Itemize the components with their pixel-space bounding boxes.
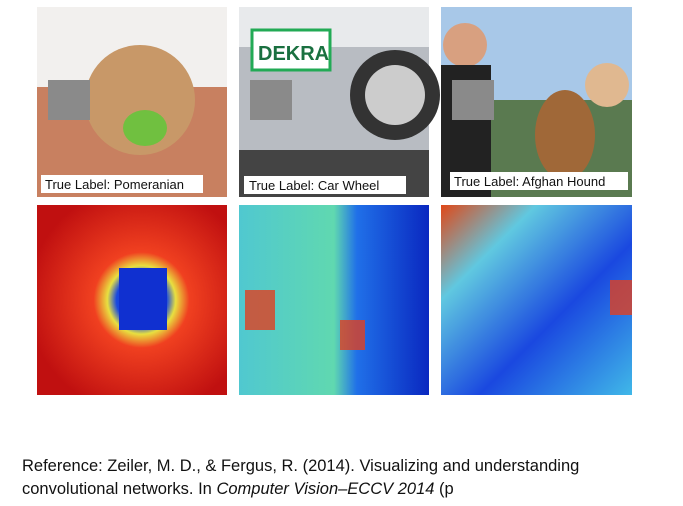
- photo-pomeranian: True Label: Pomeranian: [37, 7, 227, 197]
- reference-venue: Computer Vision–ECCV 2014: [216, 480, 435, 498]
- panel-label: True Label: Car Wheel: [249, 178, 379, 193]
- heatmap-spot: [610, 280, 632, 315]
- panel-label: True Label: Afghan Hound: [454, 174, 605, 189]
- heatmap-spot: [340, 320, 365, 350]
- reference-tail: (p: [434, 480, 454, 498]
- heatmap-spot: [245, 290, 275, 330]
- heatmap: [441, 205, 632, 395]
- photo-car-wheel: DEKRA True Label: Car Wheel: [239, 7, 440, 197]
- figure: True Label: Pomeranian DEKRA True Label:…: [37, 7, 632, 395]
- photo-afghan-hound: True Label: Afghan Hound: [441, 7, 632, 197]
- reference-text: Reference: Zeiler, M. D., & Fergus, R. (…: [22, 457, 580, 498]
- heatmap-spot: [119, 268, 167, 330]
- svg-text:DEKRA: DEKRA: [258, 43, 329, 65]
- reference: Reference: Zeiler, M. D., & Fergus, R. (…: [22, 455, 672, 501]
- panel-label: True Label: Pomeranian: [45, 177, 184, 192]
